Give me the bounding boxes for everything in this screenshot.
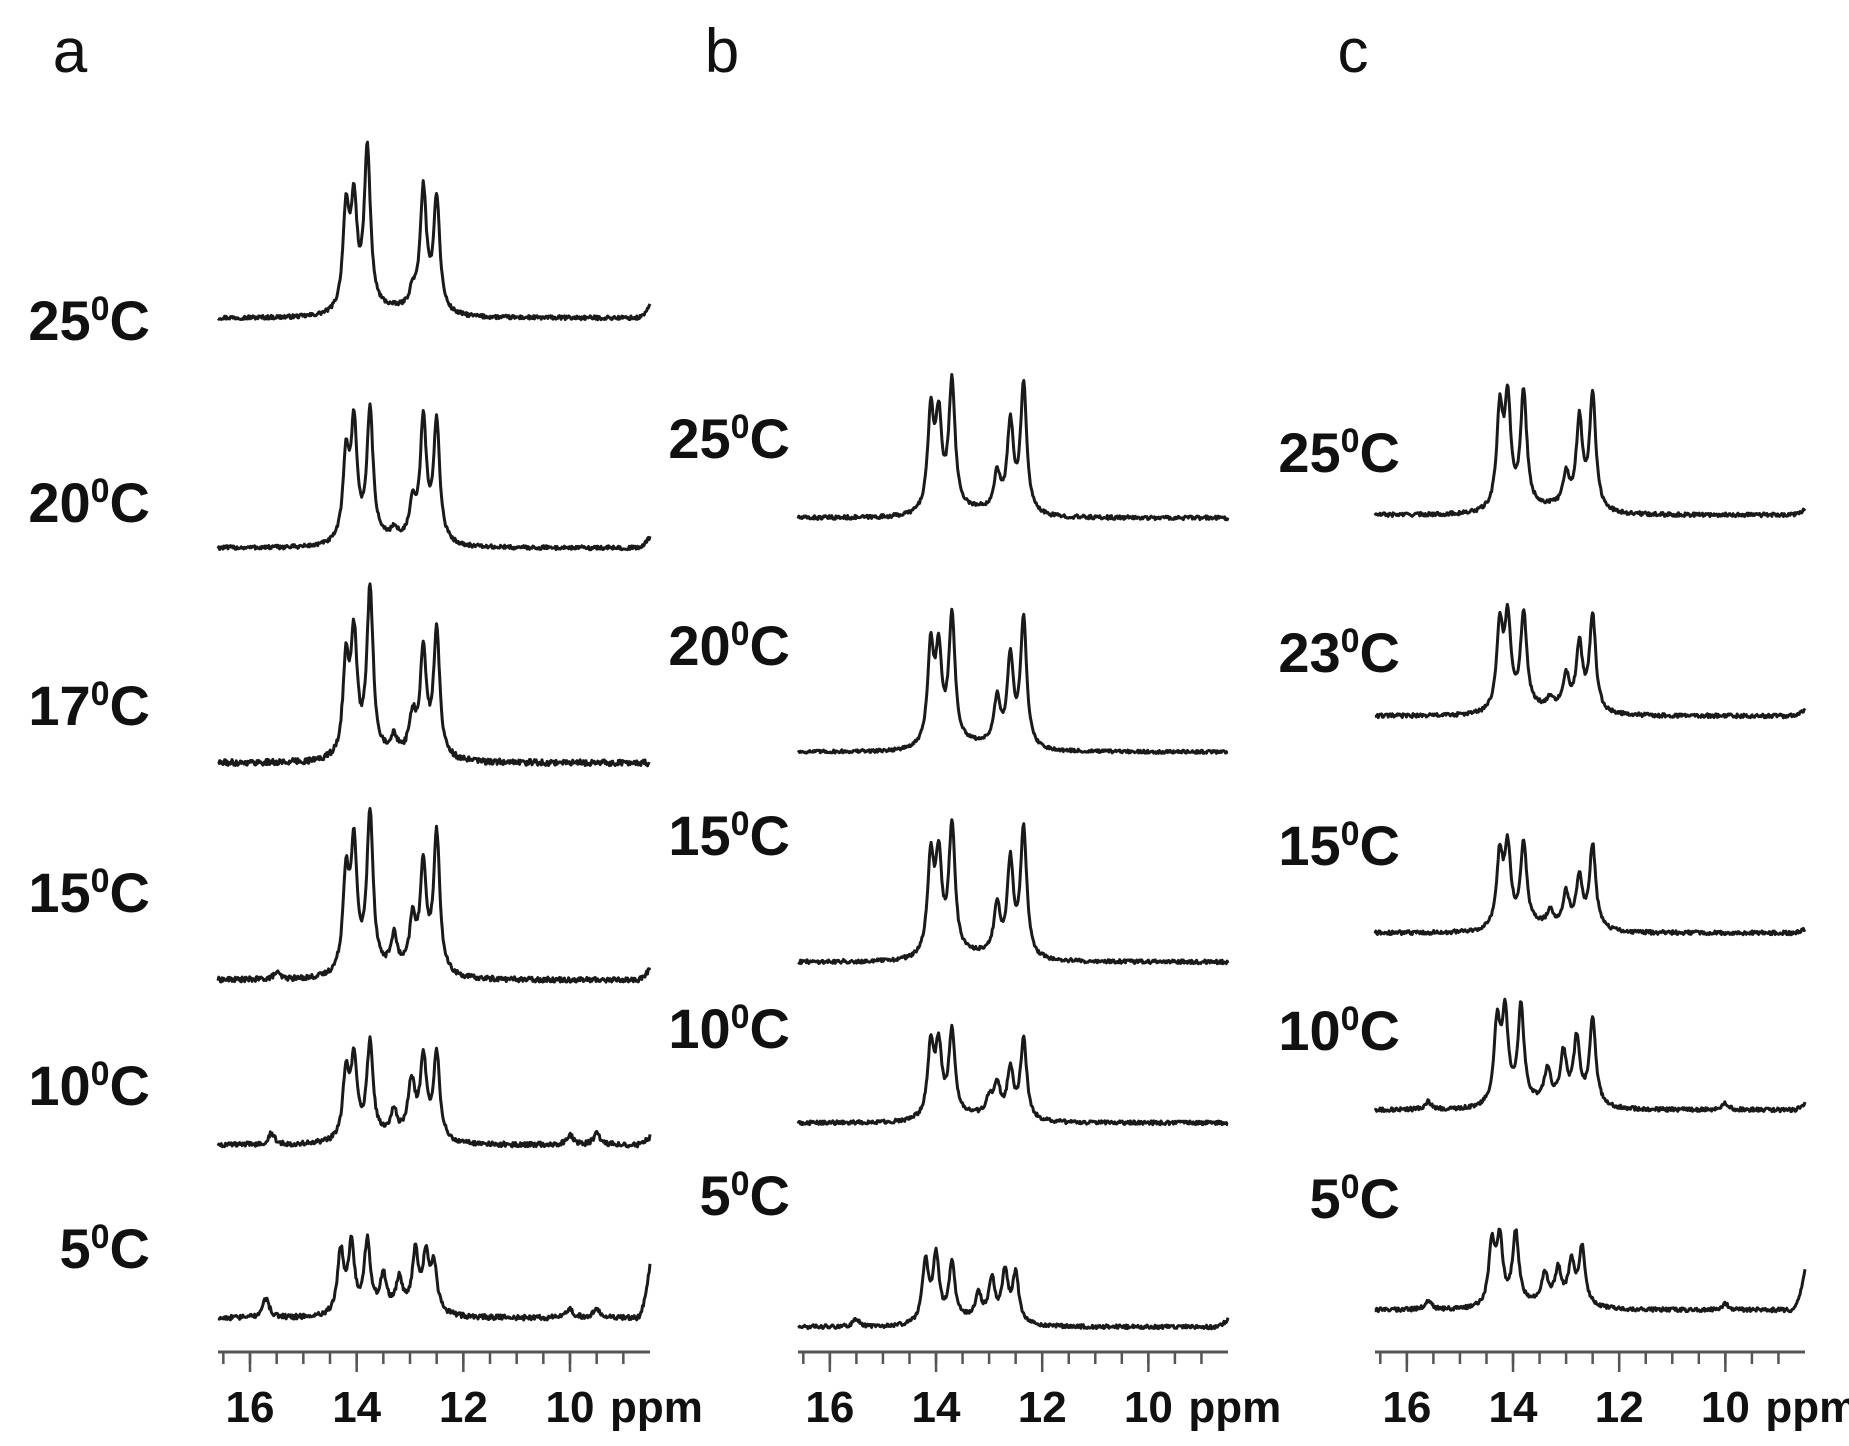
temperature-label: 50C bbox=[59, 1217, 150, 1280]
spectrum-trace-5 bbox=[797, 1246, 1230, 1331]
spectrum-trace-25 bbox=[796, 373, 1230, 522]
spectrum-trace-20 bbox=[216, 402, 652, 552]
x-tick-label: 14 bbox=[912, 1383, 961, 1432]
x-tick-label: 16 bbox=[1382, 1383, 1431, 1432]
temperature-label: 50C bbox=[1309, 1167, 1400, 1230]
spectrum-trace-10 bbox=[216, 1035, 652, 1149]
temperature-label: 100C bbox=[1278, 999, 1400, 1062]
panel-c: c 250C 230C 150C 100C 50C 16 14 12 10 ppm bbox=[1278, 17, 1849, 1432]
temperature-label: 150C bbox=[668, 804, 790, 867]
spectrum-trace-10 bbox=[796, 1023, 1229, 1127]
x-tick-label: 16 bbox=[226, 1383, 275, 1432]
temperature-label: 100C bbox=[668, 997, 790, 1060]
panel-letter: a bbox=[53, 17, 88, 86]
x-tick-label: 10 bbox=[1701, 1383, 1750, 1432]
spectrum-trace-25 bbox=[217, 140, 652, 322]
temperature-label: 150C bbox=[1278, 814, 1400, 877]
x-tick-label: 12 bbox=[1018, 1383, 1067, 1432]
x-tick-label: 14 bbox=[1489, 1383, 1538, 1432]
spectrum-trace-25 bbox=[1373, 383, 1807, 519]
x-tick-label: 12 bbox=[1595, 1383, 1644, 1432]
spectrum-trace-20 bbox=[796, 607, 1229, 755]
spectrum-trace-15 bbox=[797, 818, 1230, 966]
panel-letter: b bbox=[705, 17, 739, 86]
spectrum-trace-5 bbox=[217, 1233, 652, 1322]
temperature-label: 50C bbox=[699, 1164, 790, 1227]
temperature-label: 150C bbox=[28, 861, 150, 924]
panel-b: b 250C 200C 150C 100C 50C 16 14 12 10 ppm bbox=[668, 17, 1281, 1432]
temperature-label: 230C bbox=[1278, 621, 1400, 684]
temperature-label: 100C bbox=[28, 1054, 150, 1117]
temperature-label: 250C bbox=[1278, 421, 1400, 484]
spectrum-trace-17 bbox=[217, 582, 651, 768]
spectrum-trace-15 bbox=[1373, 833, 1807, 937]
spectrum-trace-23 bbox=[1374, 602, 1807, 720]
temperature-label: 170C bbox=[28, 674, 150, 737]
panel-a: a 250C 200C 170C 150C 100C 50C 16 14 12 10 ppm bbox=[28, 17, 703, 1432]
x-tick-label: 12 bbox=[439, 1383, 488, 1432]
x-unit-label: ppm bbox=[610, 1383, 703, 1432]
panel-letter: c bbox=[1338, 17, 1369, 86]
x-unit-label: ppm bbox=[1188, 1383, 1281, 1432]
x-unit-label: ppm bbox=[1765, 1383, 1849, 1432]
x-tick-label: 10 bbox=[1124, 1383, 1173, 1432]
spectrum-trace-5 bbox=[1374, 1227, 1807, 1314]
x-tick-label: 14 bbox=[332, 1383, 381, 1432]
spectrum-trace-10 bbox=[1373, 997, 1807, 1114]
temperature-label: 250C bbox=[28, 289, 150, 352]
x-tick-label: 10 bbox=[546, 1383, 595, 1432]
temperature-label: 200C bbox=[668, 614, 790, 677]
temperature-label: 200C bbox=[28, 471, 150, 534]
x-tick-label: 16 bbox=[805, 1383, 854, 1432]
spectrum-trace-15 bbox=[216, 807, 652, 984]
temperature-label: 250C bbox=[668, 407, 790, 470]
